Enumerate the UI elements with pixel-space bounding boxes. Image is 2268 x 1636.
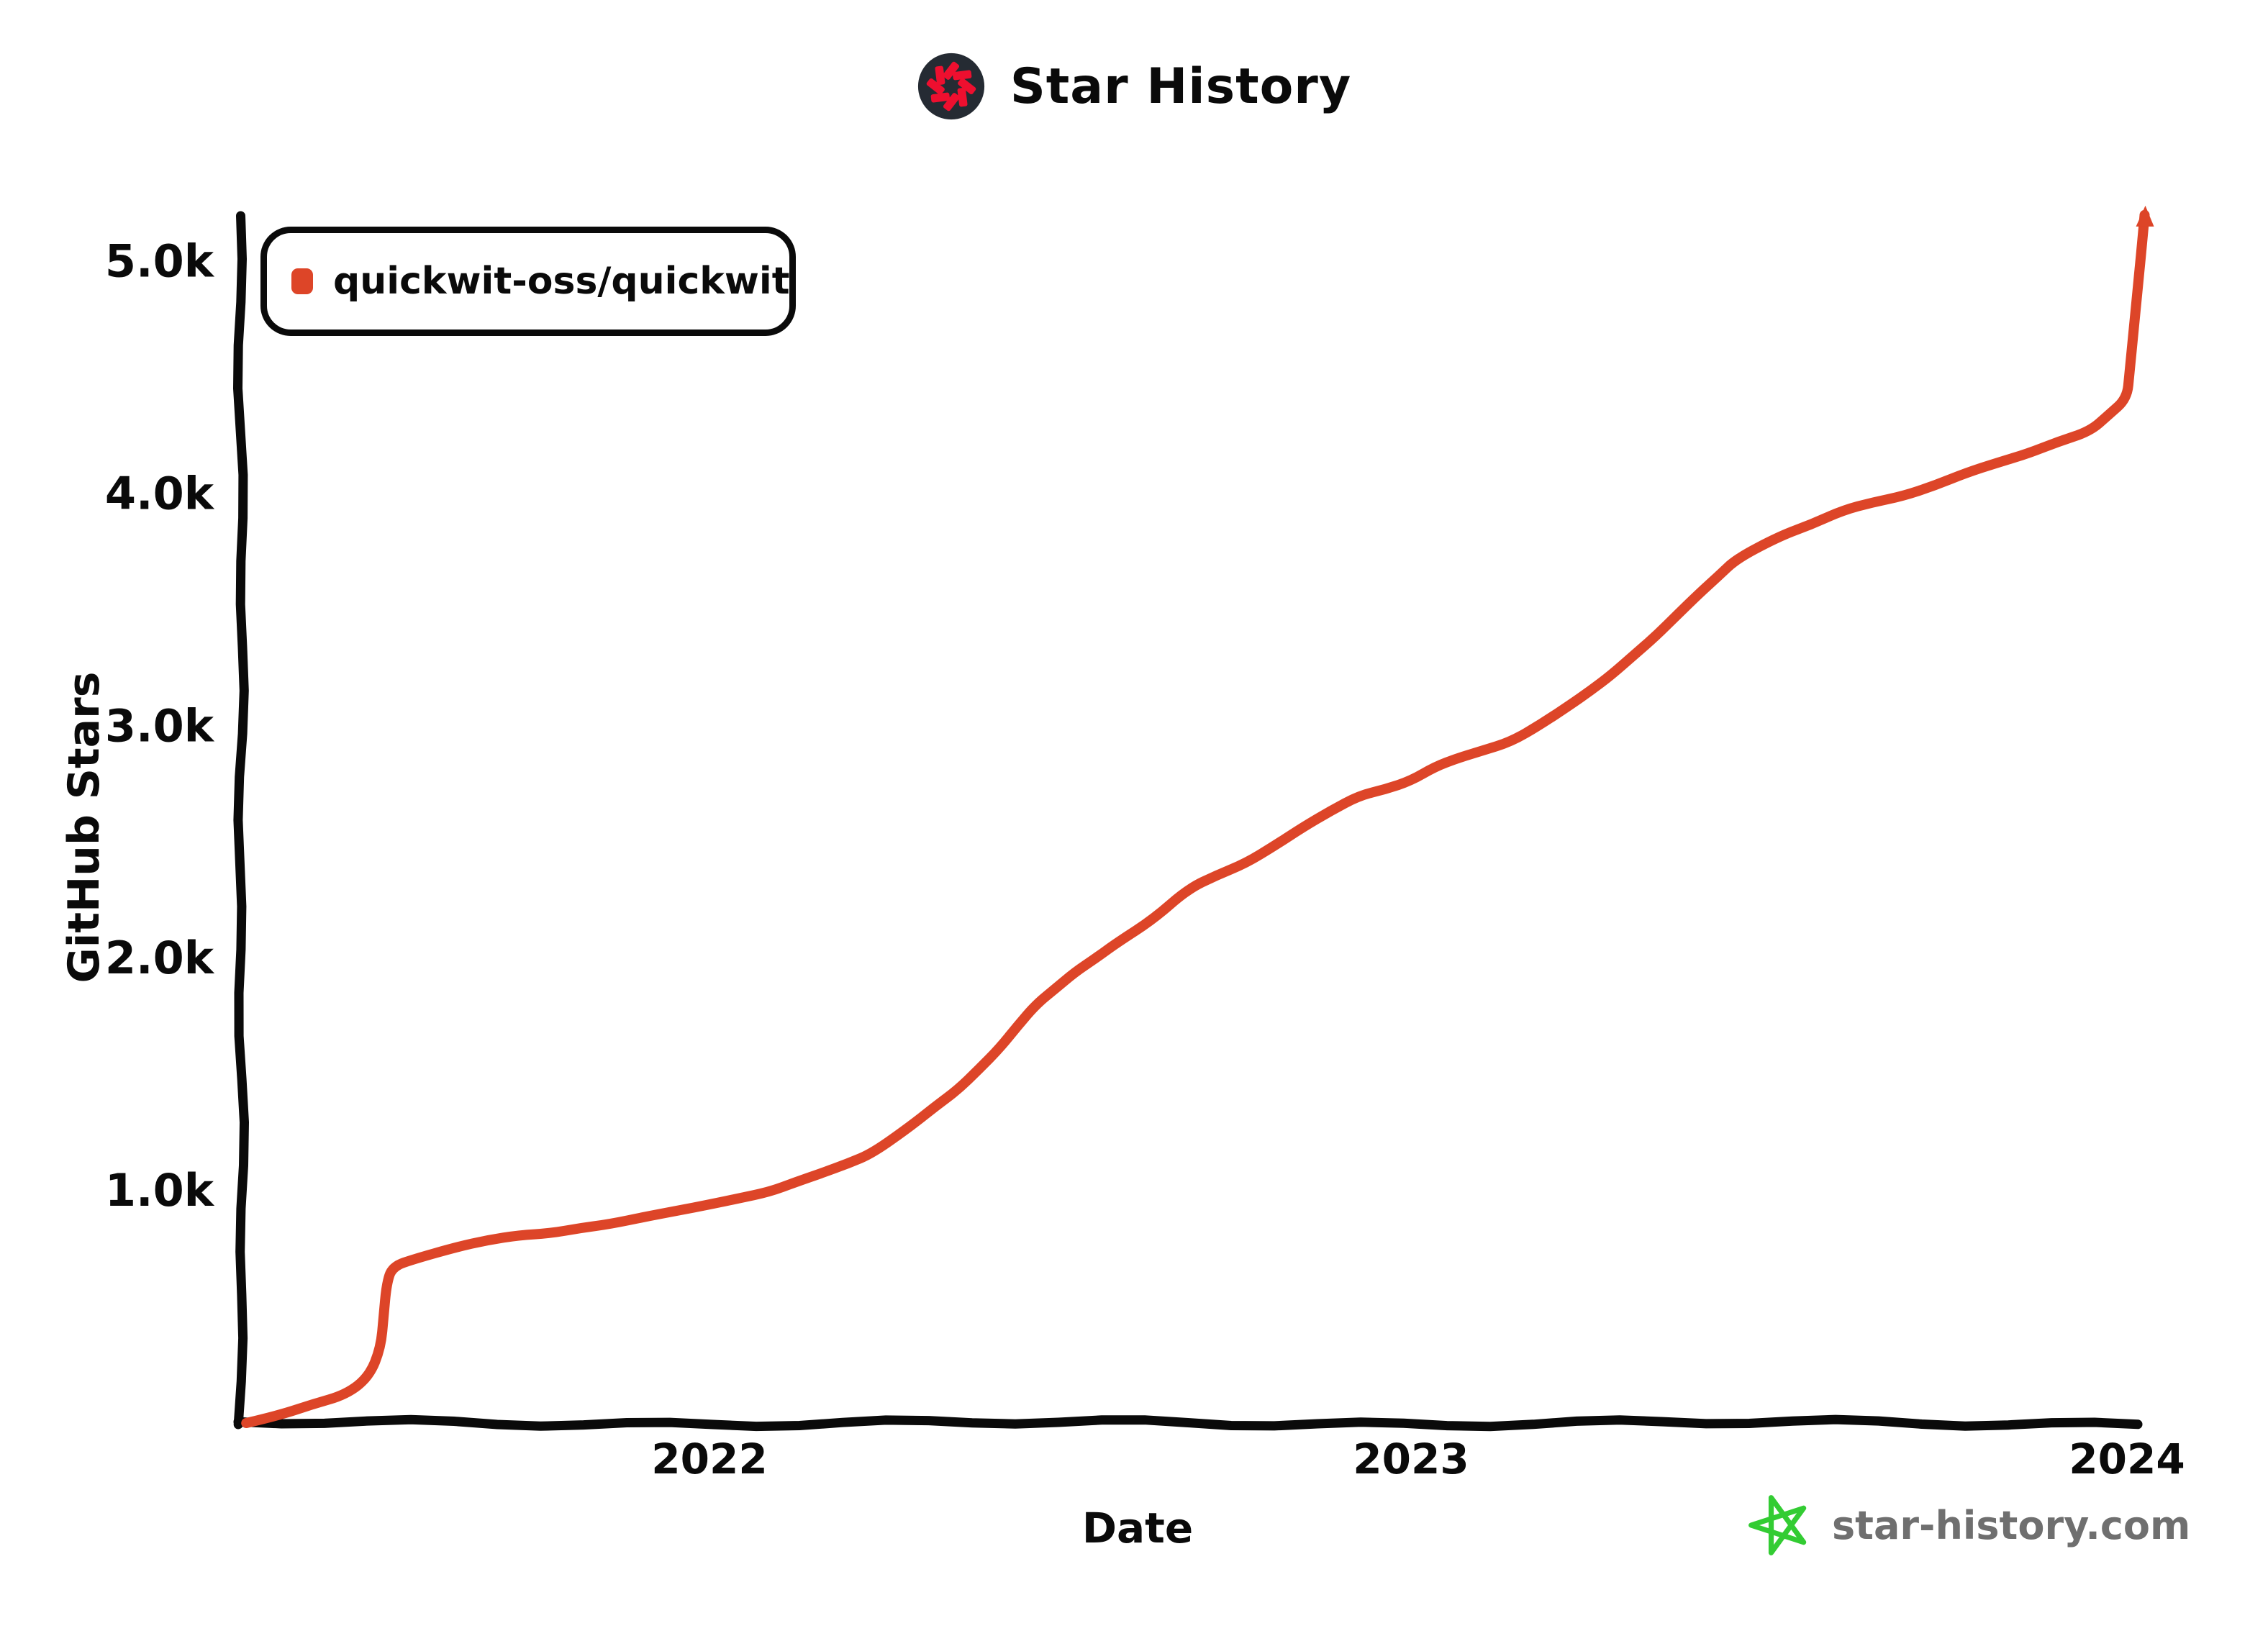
y-tick-label: 2.0k [105,932,215,984]
y-tick-label: 5.0k [105,235,215,288]
x-axis-title: Date [1081,1504,1194,1553]
y-tick-label: 1.0k [105,1164,215,1217]
y-axis-tick-labels: 1.0k 2.0k 3.0k 4.0k 5.0k [105,235,215,1217]
series-marker-icon [291,268,313,294]
series-line-end-tip [2136,205,2154,227]
x-tick-label: 2022 [651,1435,767,1483]
y-axis-line [232,211,250,1430]
star-icon [1748,1495,1807,1555]
y-tick-label: 3.0k [105,699,215,752]
x-tick-label: 2023 [1353,1435,1469,1483]
series-line-quickwit [241,209,2150,1428]
header: Star History [0,52,2268,121]
x-tick-label: 2024 [2069,1435,2185,1483]
y-axis-title: GitHub Stars [59,671,109,983]
legend-label: quickwit-oss/quickwit [333,260,790,303]
star-history-logo-icon [917,53,984,120]
y-tick-label: 4.0k [105,467,215,519]
brand-watermark: star-history.com [1747,1491,2190,1560]
logo-pinwheel [926,61,976,112]
legend: quickwit-oss/quickwit [260,227,796,336]
x-axis-tick-labels: 2022 2023 2024 [651,1435,2185,1483]
x-axis-line [233,1414,2143,1432]
brand-text: star-history.com [1832,1502,2191,1548]
page-title: Star History [1010,58,1352,115]
